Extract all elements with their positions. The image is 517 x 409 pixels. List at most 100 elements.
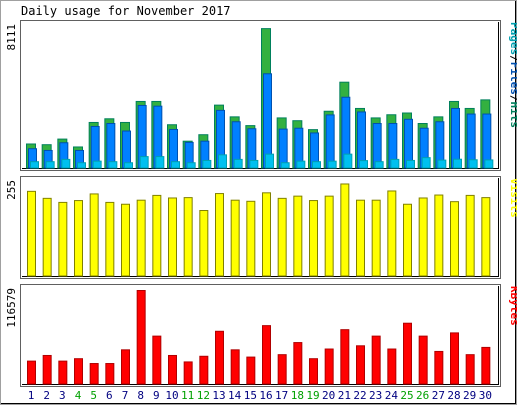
kbytes-bar (324, 348, 334, 385)
kbytes-bar (42, 354, 52, 385)
day-label: 20 (322, 389, 335, 402)
visits-bar (230, 199, 240, 277)
kbytes-bar (168, 354, 177, 385)
visits-bar (105, 201, 115, 277)
pages-bar (484, 159, 494, 169)
kbytes-bar (356, 345, 365, 385)
pages-bar (343, 153, 353, 169)
pages-bar (327, 160, 337, 169)
day-label: 17 (275, 389, 288, 402)
chart-title: Daily usage for November 2017 (21, 4, 231, 18)
pages-bar (171, 161, 180, 169)
pages-bar (61, 158, 71, 169)
kbytes-legend: KBytes (508, 286, 517, 326)
pages-bar (406, 159, 415, 169)
hits-legend-separator: / (508, 55, 517, 62)
pages-bar (155, 156, 165, 169)
pages-bar (77, 162, 86, 169)
visits-bar (293, 195, 303, 277)
day-label: 15 (244, 389, 257, 402)
visits-bar (371, 199, 381, 277)
visits-bar (418, 197, 428, 277)
kbytes-bar (418, 335, 428, 385)
visits-bar (121, 203, 130, 277)
day-label: 28 (447, 389, 460, 402)
visits-bar (215, 193, 224, 277)
legend-hits: Hits (508, 102, 517, 129)
kbytes-bar (105, 363, 115, 385)
day-label: 11 (181, 389, 194, 402)
kbytes-bar (309, 358, 318, 385)
legend-kbytes: KBytes (508, 286, 517, 326)
kbytes-bar (465, 354, 475, 385)
kbytes-bar (371, 335, 381, 385)
visits-bar (309, 200, 318, 277)
visits-bar (136, 199, 146, 277)
day-label: 25 (400, 389, 413, 402)
visits-bar (481, 197, 491, 277)
day-label: 12 (197, 389, 210, 402)
kbytes-bar (262, 325, 271, 385)
kbytes-bar (246, 356, 256, 385)
kbytes-panel: 116579 KBytes (5, 284, 517, 387)
pages-bar (202, 159, 212, 169)
pages-bar (124, 162, 133, 169)
visits-bar (183, 197, 193, 277)
day-label: 22 (353, 389, 366, 402)
pages-bar (45, 161, 55, 169)
pages-bar (139, 156, 149, 169)
hits-legend-separator: / (508, 95, 517, 102)
day-label: 13 (212, 389, 225, 402)
pages-bar (421, 157, 431, 169)
pages-bar (280, 162, 290, 169)
kbytes-bar (215, 330, 224, 385)
hits-legend: Pages/Files/Hits (508, 22, 517, 128)
kbytes-bar (434, 350, 444, 385)
pages-bar (312, 161, 321, 169)
day-label: 7 (122, 389, 129, 402)
pages-bar (374, 161, 384, 169)
kbytes-bar (89, 363, 99, 385)
day-label: 9 (153, 389, 160, 402)
kbytes-bar (136, 290, 146, 385)
visits-bar (465, 194, 475, 277)
pages-bar (437, 159, 447, 169)
kbytes-bar (277, 354, 287, 385)
pages-bar (233, 158, 243, 169)
pages-bar (390, 158, 400, 169)
pages-bar (186, 162, 196, 169)
day-label: 29 (463, 389, 476, 402)
day-label: 30 (479, 389, 492, 402)
day-label: 6 (106, 389, 113, 402)
visits-bar (450, 201, 459, 277)
pages-bar (296, 160, 306, 169)
kbytes-ymax-label: 116579 (5, 288, 18, 328)
day-label: 8 (137, 389, 144, 402)
kbytes-bar (340, 329, 350, 385)
visits-bar (387, 190, 397, 277)
day-label: 2 (43, 389, 50, 402)
kbytes-bar (481, 346, 491, 385)
pages-bar (359, 160, 368, 169)
visits-bar (74, 200, 83, 277)
visits-bar (27, 190, 36, 277)
day-label: 18 (291, 389, 304, 402)
pages-bar (92, 160, 102, 169)
visits-panel: 255 Visits (5, 176, 517, 279)
legend-pages: Pages (508, 22, 517, 55)
day-label: 27 (432, 389, 445, 402)
day-label: 10 (165, 389, 178, 402)
day-label: 3 (59, 389, 66, 402)
day-label: 5 (90, 389, 97, 402)
pages-bar (108, 161, 118, 169)
day-label: 4 (75, 389, 82, 402)
pages-bar (218, 154, 227, 169)
visits-legend: Visits (508, 178, 517, 218)
pages-bar (453, 158, 462, 169)
day-label: 21 (338, 389, 351, 402)
visits-bar (403, 203, 412, 277)
pages-bar (30, 161, 39, 169)
